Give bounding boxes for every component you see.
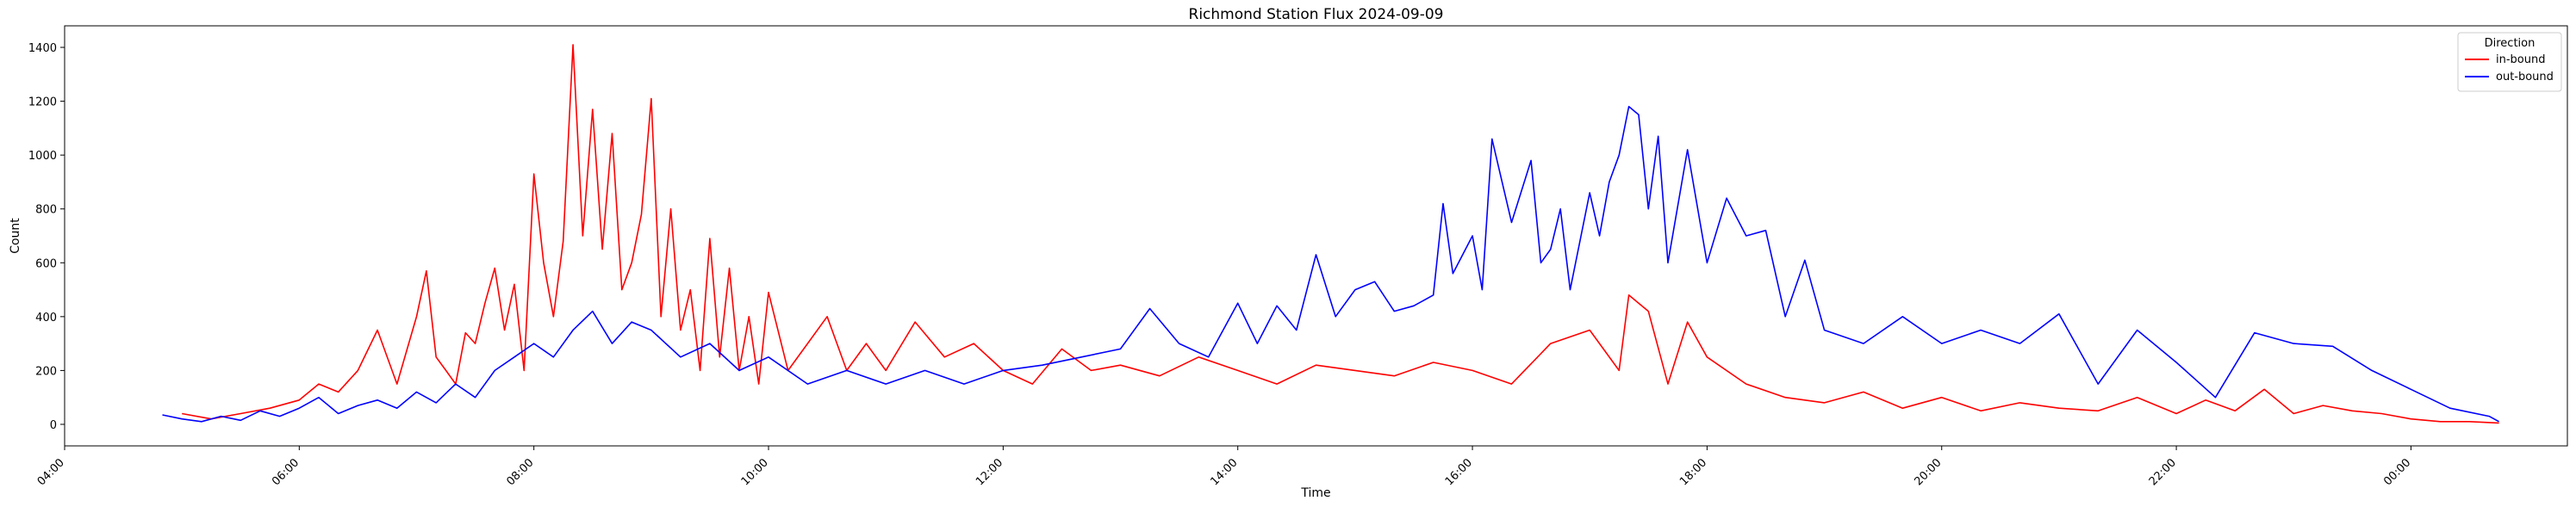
x-tick-label: 14:00 [1208, 456, 1240, 488]
y-tick-label: 400 [35, 312, 57, 325]
x-tick-label: 10:00 [739, 456, 771, 488]
y-tick-label: 800 [35, 204, 57, 217]
y-tick-label: 200 [35, 365, 57, 378]
x-tick-label: 12:00 [974, 456, 1005, 488]
plot-frame [64, 25, 2568, 447]
x-tick-label: 06:00 [270, 456, 302, 488]
x-axis: 04:00 06:00 08:00 10:00 12:00 14:00 16:00 18:00… [35, 446, 2413, 488]
x-tick-label: 04:00 [35, 456, 67, 488]
y-tick-label: 0 [50, 419, 57, 432]
y-axis: 0 200 400 600 800 1000 1200 1400 [28, 42, 65, 432]
y-tick-label: 600 [35, 257, 57, 270]
series-lines [162, 44, 2499, 424]
series-line-out-bound [162, 106, 2499, 423]
x-tick-label: 00:00 [2381, 456, 2413, 488]
legend-label-in-bound: in-bound [2496, 53, 2545, 66]
x-tick-label: 08:00 [504, 456, 536, 488]
y-axis-title: Count [9, 218, 22, 254]
legend-title: Direction [2485, 37, 2536, 50]
legend-label-out-bound: out-bound [2496, 71, 2554, 83]
y-tick-label: 1200 [28, 96, 57, 109]
legend: Direction in-bound out-bound [2457, 32, 2562, 92]
y-tick-label: 1000 [28, 150, 57, 163]
x-tick-label: 20:00 [1912, 456, 1944, 488]
x-tick-label: 16:00 [1443, 456, 1475, 488]
series-line-in-bound [182, 44, 2499, 424]
x-axis-title: Time [1300, 486, 1330, 500]
x-tick-label: 18:00 [1677, 456, 1709, 488]
chart-title: Richmond Station Flux 2024-09-09 [1189, 6, 1444, 23]
x-tick-label: 22:00 [2147, 456, 2179, 488]
y-tick-label: 1400 [28, 42, 57, 55]
